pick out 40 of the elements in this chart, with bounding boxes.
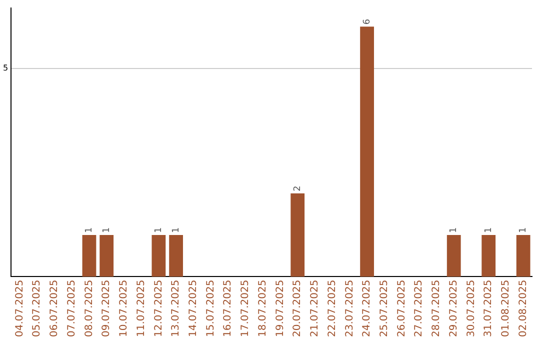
x-tick-label: 23.07.2025 [344, 280, 356, 338]
x-tick-label: 07.07.2025 [66, 280, 78, 338]
x-tick-label: 21.07.2025 [310, 280, 321, 338]
x-tick-label: 14.07.2025 [188, 280, 199, 338]
x-tick-label: 31.07.2025 [483, 280, 494, 338]
x-tick-label: 17.07.2025 [240, 280, 252, 338]
x-tick-label: 30.07.2025 [466, 280, 477, 338]
x-tick-label: 16.07.2025 [222, 280, 234, 338]
data-label: 6 [362, 18, 372, 25]
x-tick-label: 04.07.2025 [14, 280, 26, 338]
x-tick-label: 02.08.2025 [518, 280, 529, 338]
x-tick-label: 13.07.2025 [170, 280, 182, 338]
x-tick-label: 28.07.2025 [431, 280, 442, 338]
x-tick-label: 25.07.2025 [379, 280, 390, 338]
data-label: 1 [518, 227, 529, 234]
data-label: 1 [449, 227, 460, 234]
data-label: 1 [102, 227, 112, 234]
x-tick-label: 11.07.2025 [136, 280, 147, 338]
x-tick-label: 12.07.2025 [153, 280, 164, 338]
data-label: 1 [84, 227, 95, 234]
y-tick-label: 5 [2, 63, 8, 72]
x-tick-label: 09.07.2025 [101, 280, 112, 338]
x-tick-label: 15.07.2025 [205, 280, 216, 338]
x-tick-label: 24.07.2025 [362, 280, 373, 338]
x-tick-label: 26.07.2025 [396, 280, 408, 338]
x-tick-label: 08.07.2025 [84, 280, 95, 338]
x-tick-label: 06.07.2025 [49, 280, 60, 338]
data-label: 2 [292, 186, 303, 192]
data-label: 1 [154, 227, 164, 234]
x-tick-label: 22.07.2025 [326, 280, 338, 338]
x-tick-label: 01.08.2025 [500, 280, 512, 338]
x-tick-label: 20.07.2025 [292, 280, 304, 338]
x-tick-label: 10.07.2025 [118, 280, 130, 338]
data-label: 1 [484, 227, 494, 234]
x-tick-label: 29.07.2025 [448, 280, 460, 338]
x-tick-label: 19.07.2025 [274, 280, 286, 338]
data-label: 1 [171, 227, 182, 234]
x-tick-label: 18.07.2025 [257, 280, 268, 338]
x-tick-label: 05.07.2025 [32, 280, 43, 338]
x-tick-label: 27.07.2025 [414, 280, 425, 338]
